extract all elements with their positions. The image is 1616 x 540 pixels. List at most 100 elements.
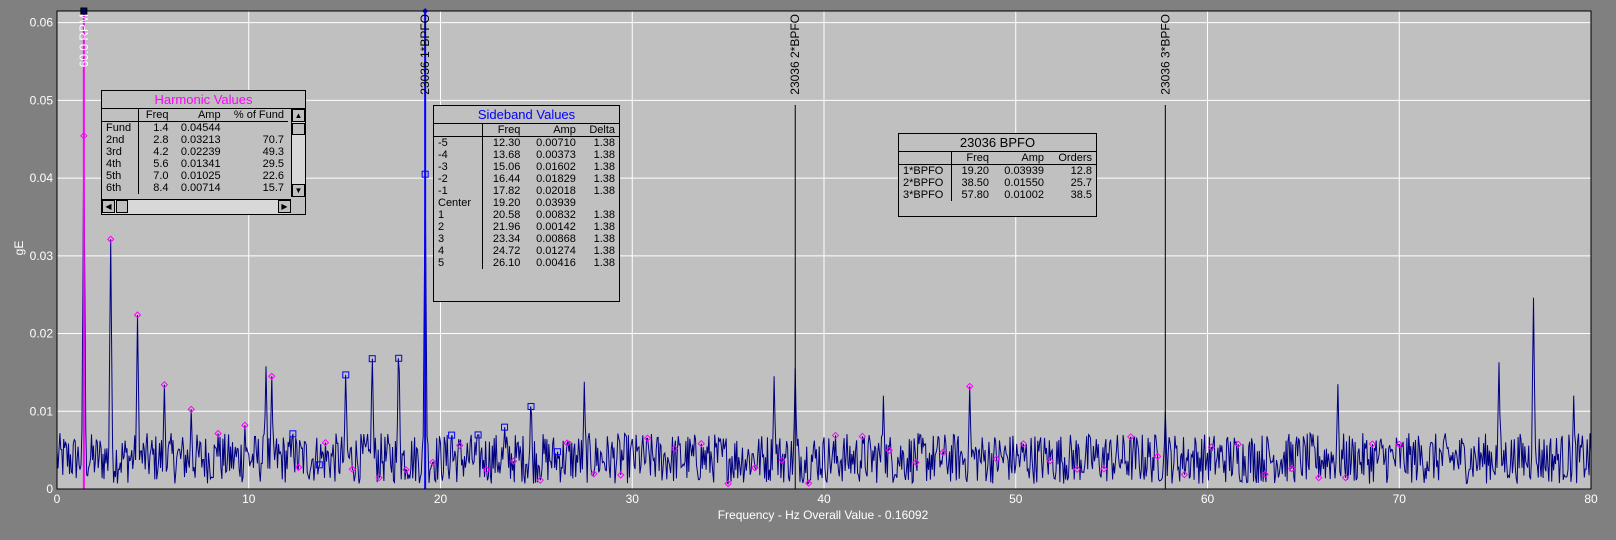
harmonic-marker <box>751 464 759 472</box>
sideband-cell: 21.96 <box>492 221 521 233</box>
sideband-cell: -4 <box>434 149 483 161</box>
sideband-row: Center 19.20 0.03939 <box>434 197 619 209</box>
sideband-cell: 15.06 <box>492 161 521 173</box>
harmonic-marker <box>643 434 652 442</box>
x-tick-label: 70 <box>1393 492 1407 506</box>
harmonic-marker <box>187 405 195 414</box>
harmonic-marker <box>1234 440 1242 448</box>
harmonic-marker <box>1368 440 1377 448</box>
sideband-col-freq: Freq <box>482 124 525 137</box>
harmonic-marker <box>563 439 571 447</box>
sideband-cell: 26.10 <box>492 257 521 269</box>
scroll-up-icon[interactable]: ▲ <box>292 109 305 122</box>
sideband-cell: 0.01602 <box>536 161 576 173</box>
harmonic-cell: 4th <box>102 158 140 170</box>
y-tick-label: 0.05 <box>30 93 54 107</box>
bpfo-row: 2*BPFO 38.50 0.01550 25.7 <box>899 177 1096 189</box>
harmonic-marker <box>590 470 598 478</box>
harmonic-cell: 2.8 <box>153 134 169 146</box>
sideband-cell: -1 <box>434 185 483 197</box>
sideband-col-blank <box>434 124 483 137</box>
y-tick-label: 0.03 <box>30 249 54 263</box>
sideband-values-panel[interactable]: Sideband Values Freq Amp Delta -5 12.30 0.… <box>433 105 620 302</box>
scroll-thumb-horizontal[interactable] <box>116 200 128 213</box>
harmonic-marker <box>321 439 330 447</box>
sideband-cell: 1.38 <box>593 245 615 257</box>
sideband-marker <box>448 431 456 439</box>
harmonic-marker <box>858 432 867 441</box>
sideband-cell: 17.82 <box>492 185 521 197</box>
bpfo-cell: 0.01002 <box>1004 189 1045 201</box>
harmonic-vertical-scrollbar[interactable]: ▲ ▼ <box>291 109 305 197</box>
harmonic-cell: 1.4 <box>153 122 169 134</box>
harmonic-marker <box>778 456 786 464</box>
harmonic-horizontal-scrollbar[interactable]: ◀ ▶ <box>102 199 291 214</box>
sideband-cell: 1.38 <box>593 257 615 269</box>
sideband-marker <box>289 430 297 438</box>
sideband-table: Freq Amp Delta -5 12.30 0.00710 1.38 -4 13.68… <box>434 124 619 269</box>
bpfo-cell: 19.20 <box>961 165 989 177</box>
sideband-cell: Center <box>434 197 483 209</box>
harmonic-row: 4th 5.6 0.01341 29.5 <box>102 158 288 170</box>
harmonic-marker <box>160 381 169 389</box>
sideband-cell: 0.00416 <box>536 257 576 269</box>
harmonic-marker <box>724 479 732 488</box>
scroll-down-icon[interactable]: ▼ <box>292 184 305 197</box>
sideband-cell: 2 <box>434 221 483 233</box>
sideband-cell: 1.38 <box>593 137 615 149</box>
scroll-left-icon[interactable]: ◀ <box>102 200 115 213</box>
y-tick-label: 0.06 <box>30 16 54 30</box>
sideband-marker <box>395 354 403 362</box>
cursor-label: 23036 1*BPFO <box>418 14 432 95</box>
sideband-cell: 1.38 <box>593 173 615 185</box>
sideband-cell: 0.01274 <box>536 245 576 257</box>
harmonic-table-body: Freq Amp % of Fund Fund 1.4 0.04544 2nd 2.8 0… <box>102 109 305 197</box>
sideband-cell: 0.00373 <box>536 149 576 161</box>
sideband-cell: 23.34 <box>492 233 521 245</box>
sideband-row: -5 12.30 0.00710 1.38 <box>434 136 619 149</box>
harmonic-cell: 7.0 <box>153 170 169 182</box>
harmonic-marker <box>402 465 410 474</box>
harmonic-cell: 15.7 <box>262 182 284 194</box>
sideband-row: 4 24.72 0.01274 1.38 <box>434 245 619 257</box>
bpfo-cell: 57.80 <box>961 189 989 201</box>
sideband-cell: 19.20 <box>492 197 521 209</box>
harmonic-marker <box>133 311 142 319</box>
harmonic-cell: 4.2 <box>153 146 169 158</box>
harmonic-row: 3rd 4.2 0.02239 49.3 <box>102 146 288 158</box>
scroll-right-icon[interactable]: ▶ <box>278 200 291 213</box>
harmonic-marker <box>697 439 705 448</box>
harmonic-marker <box>1288 464 1296 473</box>
harmonic-cell: 3rd <box>102 146 140 158</box>
x-tick-label: 40 <box>817 492 831 506</box>
harmonic-marker <box>670 444 679 453</box>
harmonic-cell: 29.5 <box>262 158 284 170</box>
scroll-thumb[interactable] <box>292 123 305 135</box>
harmonic-row: 6th 8.4 0.00714 15.7 <box>102 182 288 194</box>
sideband-cell: 12.30 <box>492 137 521 149</box>
harmonic-marker <box>214 429 222 438</box>
y-tick-label: 0 <box>46 482 53 496</box>
sideband-cell: 0.00868 <box>536 233 576 245</box>
harmonic-cell: Fund <box>102 121 140 134</box>
sideband-cell: -2 <box>434 173 483 185</box>
bpfo-values-panel[interactable]: 23036 BPFO Freq Amp Orders 1*BPFO 19.20 0.… <box>898 133 1097 217</box>
bpfo-row: 1*BPFO 19.20 0.03939 12.8 <box>899 164 1096 177</box>
harmonic-cell: 0.04544 <box>180 122 221 134</box>
sideband-row: 3 23.34 0.00868 1.38 <box>434 233 619 245</box>
sideband-cell: 24.72 <box>492 245 521 257</box>
spectrum-series-line <box>56 135 1592 485</box>
sideband-cell: 20.58 <box>492 209 521 221</box>
x-tick-label: 10 <box>242 492 256 506</box>
harmonic-row: Fund 1.4 0.04544 <box>102 121 288 134</box>
sideband-cell: -3 <box>434 161 483 173</box>
harmonic-marker <box>939 448 947 457</box>
harmonic-row: 5th 7.0 0.01025 22.6 <box>102 170 288 182</box>
sideband-cell: 3 <box>434 233 483 245</box>
harmonic-values-panel[interactable]: Harmonic Values Freq Amp % of Fund Fund 1… <box>101 90 306 215</box>
y-tick-label: 0.04 <box>30 171 54 185</box>
sideband-cell: 0.00142 <box>536 221 576 233</box>
x-tick-label: 0 <box>54 492 61 506</box>
